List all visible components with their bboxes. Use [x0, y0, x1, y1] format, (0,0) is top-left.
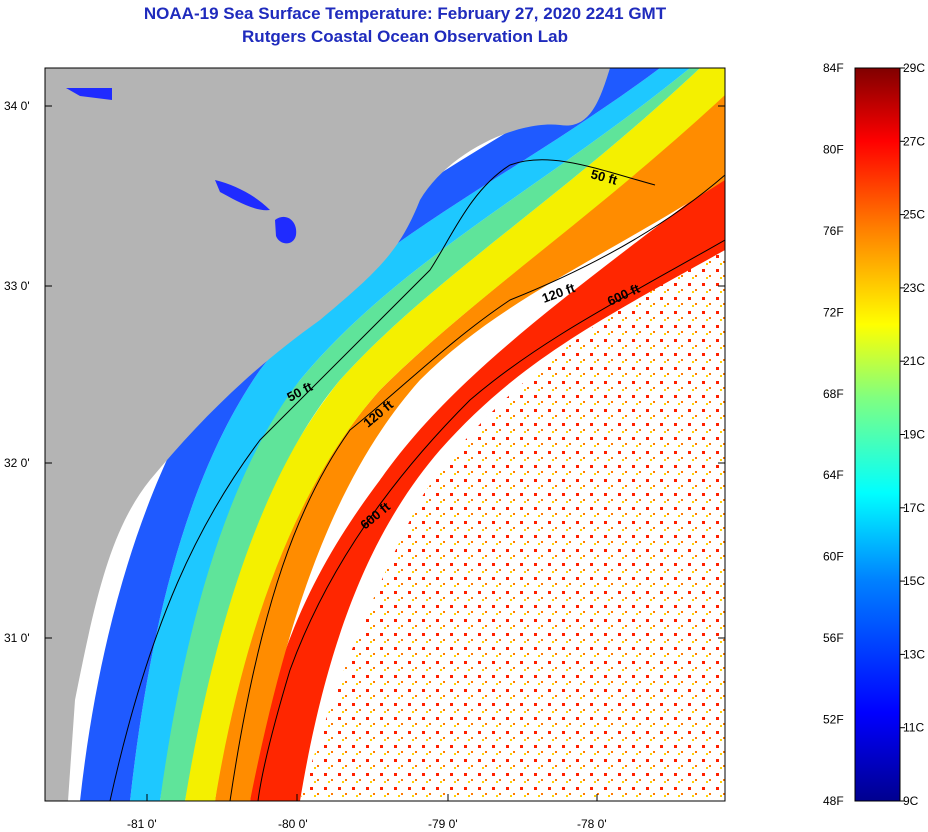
- lat-tick-label: 32 0': [4, 456, 30, 470]
- orange-band: [215, 90, 725, 801]
- colorbar-f-label: 52F: [823, 713, 844, 727]
- colorbar-c-label: 23C: [903, 281, 925, 295]
- colorbar-f-label: 64F: [823, 468, 844, 482]
- colorbar-c-label: 15C: [903, 574, 925, 588]
- colorbar-f-label: 48F: [823, 794, 844, 808]
- land-mass: [45, 68, 610, 801]
- colorbar-f-label: 84F: [823, 61, 844, 75]
- colorbar-f-label: 72F: [823, 305, 844, 319]
- contour-50ft: [109, 159, 656, 801]
- colorbar-f-label: 80F: [823, 142, 844, 156]
- colorbar-c-label: 27C: [903, 134, 925, 148]
- lat-tick-label: 33 0': [4, 279, 30, 293]
- lon-tick-label: -80 0': [278, 817, 308, 831]
- colorbar-f-label: 76F: [823, 224, 844, 238]
- colorbar-c-label: 29C: [903, 61, 925, 75]
- colorbar: [854, 67, 901, 802]
- lon-tick-label: -78 0': [577, 817, 607, 831]
- colorbar-f-label: 56F: [823, 631, 844, 645]
- contour-label: 50 ft: [589, 166, 619, 188]
- contour-600ft: [257, 239, 725, 801]
- inland-lake: [275, 216, 297, 244]
- lat-tick-label: 34 0': [4, 99, 30, 113]
- colorbar-fahrenheit-labels: 84F 80F 76F 72F 68F 64F 60F 56F 52F 48F: [823, 61, 844, 808]
- cyan-band: [130, 68, 690, 801]
- yellow-band: [185, 68, 725, 801]
- colorbar-f-label: 60F: [823, 550, 844, 564]
- colorbar-c-label: 11C: [903, 721, 924, 735]
- map-title: NOAA-19 Sea Surface Temperature: Februar…: [143, 4, 667, 23]
- warm-offshore-band: [300, 240, 725, 801]
- lat-tick-label: 31 0': [4, 631, 30, 645]
- colorbar-f-label: 68F: [823, 387, 844, 401]
- inland-lake: [66, 88, 112, 100]
- colorbar-c-label: 21C: [903, 354, 925, 368]
- colorbar-c-label: 19C: [903, 428, 925, 442]
- blue-nearshore-band: [80, 68, 660, 801]
- colorbar-c-label: 17C: [903, 501, 925, 515]
- contour-120ft: [229, 174, 725, 801]
- colorbar-c-label: 13C: [903, 647, 925, 661]
- colorbar-celsius-labels: 29C 27C 25C 23C 21C 19C 17C 15C 13C 11C 9C: [900, 61, 925, 808]
- map-subtitle: Rutgers Coastal Ocean Observation Lab: [242, 27, 568, 46]
- inland-lake: [215, 180, 270, 211]
- map-frame: [44, 67, 726, 802]
- green-band: [160, 68, 700, 801]
- colorbar-c-label: 25C: [903, 208, 925, 222]
- lon-tick-label: -81 0': [127, 817, 157, 831]
- map-tick-marks: [45, 105, 725, 801]
- colorbar-c-label: 9C: [903, 794, 919, 808]
- red-gulf-stream-band: [250, 175, 725, 801]
- lon-tick-label: -79 0': [428, 817, 458, 831]
- sst-map-panel: [45, 68, 725, 801]
